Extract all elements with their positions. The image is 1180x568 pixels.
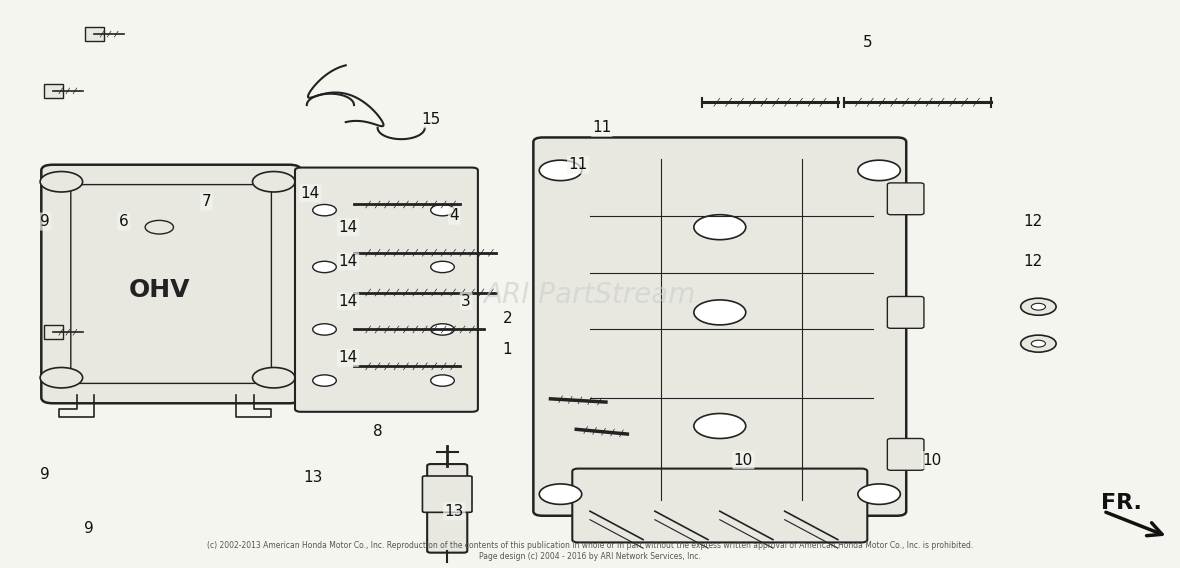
Text: 14: 14 bbox=[339, 350, 358, 365]
Text: 14: 14 bbox=[339, 254, 358, 269]
Circle shape bbox=[145, 220, 173, 234]
Text: FR.: FR. bbox=[1101, 492, 1141, 513]
Text: Page design (c) 2004 - 2016 by ARI Network Services, Inc.: Page design (c) 2004 - 2016 by ARI Netwo… bbox=[479, 552, 701, 561]
Circle shape bbox=[539, 484, 582, 504]
Circle shape bbox=[431, 204, 454, 216]
Text: 13: 13 bbox=[445, 504, 464, 519]
Text: 14: 14 bbox=[339, 220, 358, 235]
Circle shape bbox=[858, 160, 900, 181]
Text: 6: 6 bbox=[119, 214, 129, 229]
Circle shape bbox=[40, 172, 83, 192]
Circle shape bbox=[253, 172, 295, 192]
FancyBboxPatch shape bbox=[71, 185, 271, 383]
FancyBboxPatch shape bbox=[422, 476, 472, 512]
Text: 12: 12 bbox=[1023, 254, 1042, 269]
Text: 10: 10 bbox=[734, 453, 753, 467]
Circle shape bbox=[253, 367, 295, 388]
Text: 14: 14 bbox=[339, 294, 358, 308]
Circle shape bbox=[313, 324, 336, 335]
Text: 14: 14 bbox=[301, 186, 320, 201]
FancyBboxPatch shape bbox=[427, 464, 467, 553]
Text: 9: 9 bbox=[40, 467, 50, 482]
Bar bbox=[85, 27, 104, 41]
Bar bbox=[44, 84, 63, 98]
Text: 11: 11 bbox=[569, 157, 588, 172]
Text: 1: 1 bbox=[503, 342, 512, 357]
Circle shape bbox=[40, 367, 83, 388]
Text: 2: 2 bbox=[503, 311, 512, 325]
Text: 9: 9 bbox=[40, 214, 50, 229]
Text: 3: 3 bbox=[461, 294, 471, 308]
FancyBboxPatch shape bbox=[572, 469, 867, 542]
FancyBboxPatch shape bbox=[887, 296, 924, 328]
FancyBboxPatch shape bbox=[887, 438, 924, 470]
FancyBboxPatch shape bbox=[295, 168, 478, 412]
Circle shape bbox=[858, 484, 900, 504]
Text: 4: 4 bbox=[450, 208, 459, 223]
Circle shape bbox=[694, 215, 746, 240]
Circle shape bbox=[694, 300, 746, 325]
FancyBboxPatch shape bbox=[41, 165, 301, 403]
Text: 10: 10 bbox=[923, 453, 942, 467]
Text: (c) 2002-2013 American Honda Motor Co., Inc. Reproduction of the contents of thi: (c) 2002-2013 American Honda Motor Co., … bbox=[206, 541, 973, 550]
Text: 9: 9 bbox=[84, 521, 93, 536]
Text: 8: 8 bbox=[373, 424, 382, 439]
Circle shape bbox=[313, 204, 336, 216]
Text: 5: 5 bbox=[863, 35, 872, 50]
Circle shape bbox=[313, 375, 336, 386]
Circle shape bbox=[1031, 340, 1045, 347]
Circle shape bbox=[431, 261, 454, 273]
Circle shape bbox=[1021, 298, 1056, 315]
FancyBboxPatch shape bbox=[887, 183, 924, 215]
Text: 11: 11 bbox=[592, 120, 611, 135]
Circle shape bbox=[313, 261, 336, 273]
Text: 12: 12 bbox=[1023, 214, 1042, 229]
Bar bbox=[44, 325, 63, 339]
Circle shape bbox=[1031, 303, 1045, 310]
Circle shape bbox=[694, 414, 746, 438]
Circle shape bbox=[1021, 335, 1056, 352]
Circle shape bbox=[431, 375, 454, 386]
FancyBboxPatch shape bbox=[533, 137, 906, 516]
Circle shape bbox=[431, 324, 454, 335]
Text: 13: 13 bbox=[303, 470, 322, 485]
Text: ARI PartStream: ARI PartStream bbox=[484, 281, 696, 310]
Text: OHV: OHV bbox=[129, 278, 190, 302]
Circle shape bbox=[539, 160, 582, 181]
Text: 7: 7 bbox=[202, 194, 211, 209]
Text: 15: 15 bbox=[421, 112, 440, 127]
